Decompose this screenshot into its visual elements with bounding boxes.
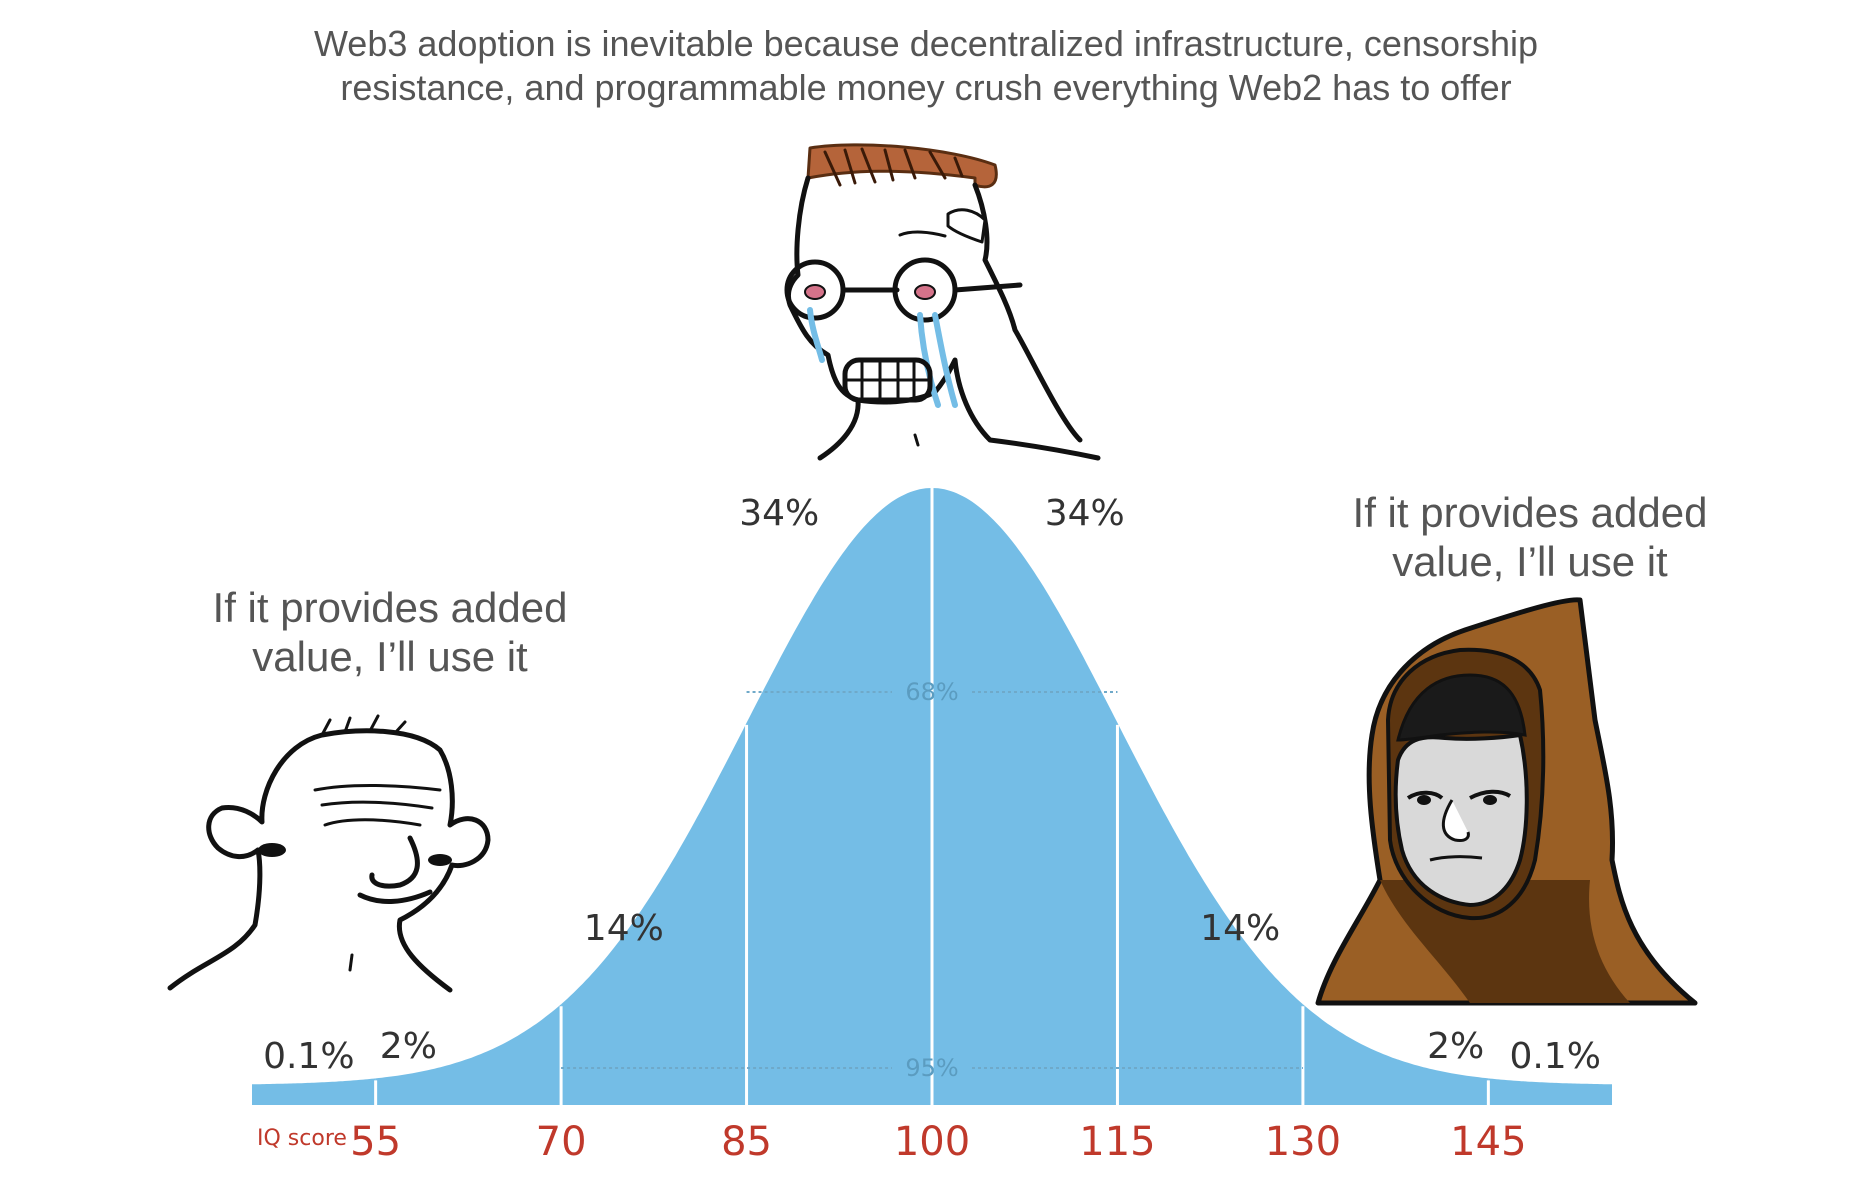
meme-title: Web3 adoption is inevitable because dece… <box>313 23 1539 108</box>
curve-segment-4 <box>932 488 1118 1105</box>
curve-segment-0 <box>252 1078 376 1105</box>
x-tick-label: 115 <box>1079 1119 1155 1165</box>
smiling-wojak-icon <box>167 714 491 993</box>
curve-segment-3 <box>746 488 932 1105</box>
x-tick-label: 100 <box>894 1119 970 1165</box>
x-tick-label: 130 <box>1265 1119 1341 1165</box>
segment-label: 14% <box>584 908 664 949</box>
right-caption: If it provides added value, I’ll use it <box>1352 489 1708 585</box>
segment-label: 34% <box>739 493 819 534</box>
segment-label: 34% <box>1045 493 1125 534</box>
hooded-wojak-icon <box>1315 597 1698 1006</box>
curve-layer <box>252 488 1612 1105</box>
x-axis-label: IQ score <box>257 1126 347 1151</box>
curve-segment-2 <box>561 722 747 1105</box>
curve-segment-7 <box>1488 1078 1612 1105</box>
range-label: 68% <box>905 678 958 706</box>
segment-label: 2% <box>380 1026 437 1067</box>
curve-segment-6 <box>1302 1004 1489 1105</box>
x-tick-label: 145 <box>1450 1119 1526 1165</box>
left-caption: If it provides added value, I’ll use it <box>212 584 568 680</box>
segment-label: 14% <box>1200 908 1280 949</box>
segment-label: 2% <box>1427 1026 1484 1067</box>
x-tick-label: 85 <box>721 1119 772 1165</box>
curve-segment-1 <box>375 1004 562 1105</box>
segment-label: 0.1% <box>263 1036 354 1077</box>
range-label: 95% <box>905 1054 958 1082</box>
segment-label: 0.1% <box>1509 1036 1600 1077</box>
x-tick-label: 55 <box>350 1119 401 1165</box>
label-layer: 68% 95% 0.1% 2% 14% 34% 34% 14% 2% 0.1% 55 70 85 100 1… <box>257 493 1601 1165</box>
curve-segment-5 <box>1117 722 1303 1105</box>
x-tick-label: 70 <box>536 1119 587 1165</box>
crying-glasses-wojak-icon <box>784 143 1101 461</box>
